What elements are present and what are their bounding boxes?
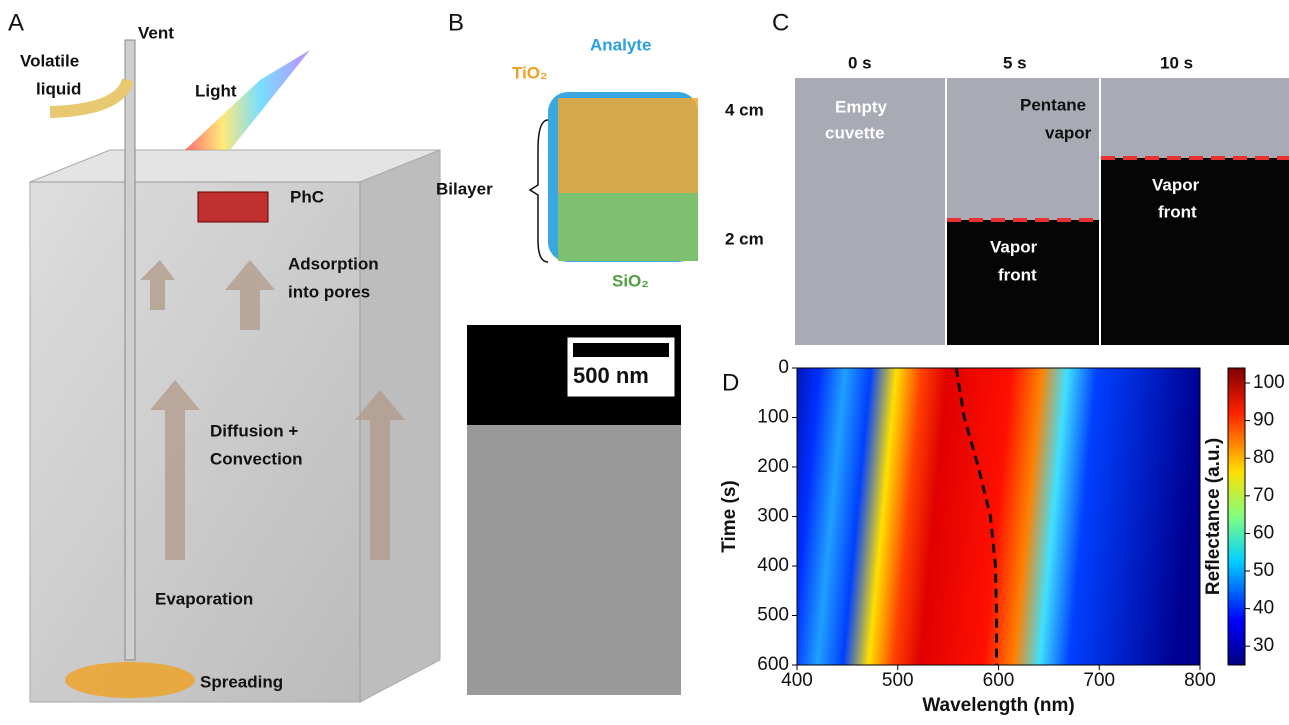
label: Convection [210,449,303,468]
height-label: 2 cm [725,229,764,248]
label: Vapor [1152,175,1200,194]
label: Pentane [1020,95,1086,114]
panel-c: C 0 s 5 s 10 s 4 cm 2 cm Empty cuvette P… [725,9,1289,345]
label: vapor [1045,123,1092,142]
label: Spreading [200,672,283,691]
label: Vapor [990,237,1038,256]
y-tick-label: 200 [757,456,789,477]
frame-0 [795,78,945,345]
scale-label: 500 nm [573,363,649,388]
label: SiO₂ [612,271,649,290]
x-tick-label: 600 [983,670,1015,691]
colorbar-tick-label: 30 [1253,635,1274,656]
x-tick-label: 700 [1083,670,1115,691]
y-tick-label: 500 [757,605,789,626]
label: liquid [36,79,81,98]
label: Bilayer [436,179,493,198]
spread [65,662,195,698]
tio2-layer [558,98,698,193]
figure: A Volatile liquid Vent Light PhC Adsorpt… [0,0,1289,720]
label: front [1158,202,1197,221]
y-tick-label: 300 [757,506,789,527]
label: Light [195,81,237,100]
scale-bar [573,343,669,357]
y-tick-label: 400 [757,555,789,576]
label: cuvette [825,123,885,142]
colorbar-tick-label: 40 [1253,598,1274,619]
colorbar-tick-label: 100 [1253,372,1285,393]
label: Volatile [20,51,79,70]
label: Diffusion + [210,421,298,440]
label: Adsorption [288,254,379,273]
panel-letter: A [8,9,24,36]
colorbar-tick-label: 50 [1253,560,1274,581]
colorbar-label: Reflectance (a.u.) [1203,438,1224,595]
y-tick-label: 0 [778,357,789,378]
label: into pores [288,282,370,301]
panel-letter: D [722,369,739,396]
time-label: 0 s [848,53,872,72]
y-axis-label: Time (s) [719,480,740,553]
label: Analyte [590,35,651,54]
y-tick-label: 600 [757,654,789,675]
x-axis-label: Wavelength (nm) [922,695,1074,716]
label: front [998,265,1037,284]
x-tick-label: 500 [882,670,914,691]
colorbar-tick-label: 80 [1253,447,1274,468]
label: PhC [290,187,324,206]
panel-b: B TiO₂ Analyte Bilayer SiO₂ 500 nm [436,9,698,695]
label: TiO₂ [512,63,548,82]
sio2-layer [558,193,698,261]
brace [530,120,548,262]
panel-a: A Volatile liquid Vent Light PhC Adsorpt… [8,9,440,702]
colorbar-tick-label: 70 [1253,485,1274,506]
colorbar [1228,368,1245,665]
panel-letter: B [448,9,464,36]
heatmap [797,368,1200,665]
colorbar-tick-label: 60 [1253,522,1274,543]
height-label: 4 cm [725,100,764,119]
colorbar-tick-label: 90 [1253,410,1274,431]
label: Vent [138,23,174,42]
x-tick-label: 800 [1184,670,1216,691]
label: Evaporation [155,589,253,608]
time-label: 10 s [1160,53,1193,72]
label: Empty [835,97,888,116]
time-label: 5 s [1003,53,1027,72]
phc [198,192,268,222]
y-tick-label: 100 [757,407,789,428]
tube [125,40,135,660]
panel-letter: C [772,9,789,36]
